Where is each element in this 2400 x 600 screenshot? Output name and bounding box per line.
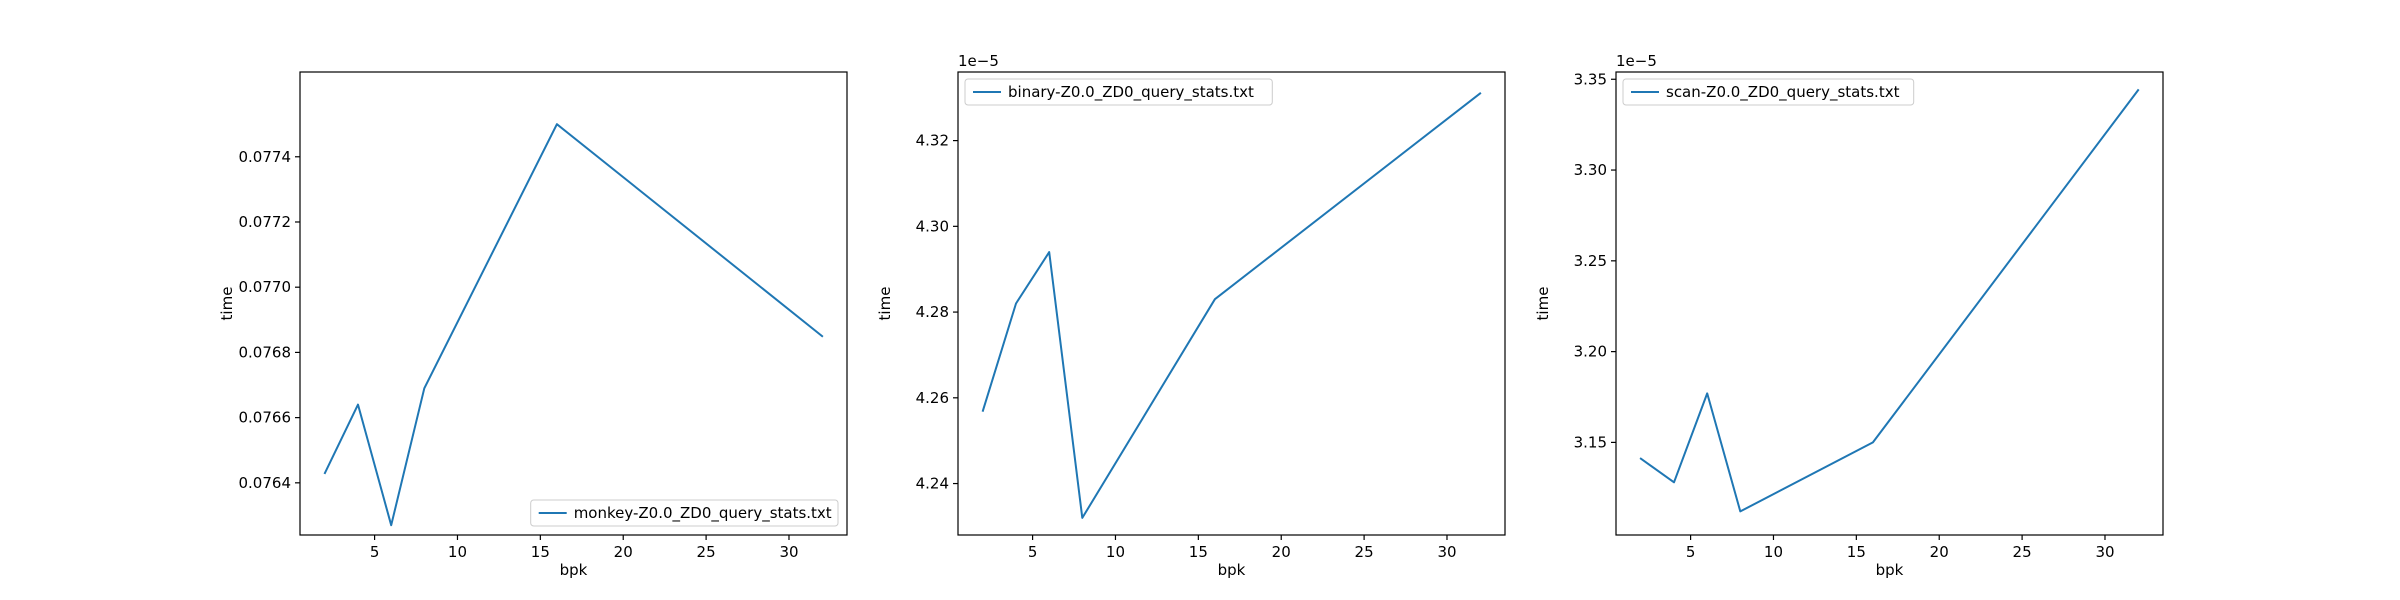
- x-tick-label: 20: [1272, 543, 1291, 561]
- x-tick-label: 5: [1686, 543, 1696, 561]
- y-tick-label: 0.0770: [239, 278, 292, 296]
- x-tick-label: 30: [2095, 543, 2114, 561]
- y-axis-label: time: [218, 287, 236, 321]
- y-tick-label: 4.28: [916, 303, 949, 321]
- subplot-1: 5 10 15 20 25 30 0.0764 0.0766 0.0768 0.0770 0.077…: [218, 71, 848, 579]
- x-axis-label: bpk: [1218, 561, 1246, 579]
- x-axis-label: bpk: [560, 561, 588, 579]
- legend-box: [1622, 78, 1915, 106]
- subplot-2: 5 10 15 20 25 30 4.24 4.26 4.28 4.30 4.32 bpk time 1e…: [876, 52, 1506, 579]
- y-tick-label: 0.0772: [239, 213, 292, 231]
- x-tick-label: 30: [1437, 543, 1456, 561]
- legend-box: [530, 499, 839, 527]
- y-tick-label: 3.15: [1574, 433, 1607, 451]
- legend: scan-Z0.0_ZD0_query_stats.txt: [1622, 78, 1915, 106]
- x-tick-label: 15: [1189, 543, 1208, 561]
- legend: monkey-Z0.0_ZD0_query_stats.txt: [530, 499, 839, 527]
- x-tick-label: 25: [1355, 543, 1374, 561]
- x-tick-label: 10: [1106, 543, 1125, 561]
- x-tick-label: 20: [1930, 543, 1949, 561]
- y-tick-label: 4.24: [916, 475, 949, 493]
- x-tick-label: 25: [2013, 543, 2032, 561]
- plot-frame: [1615, 71, 2164, 536]
- subplot-3: 5 10 15 20 25 30 3.15 3.20 3.25 3.30 3.35 bpk time 1e…: [1534, 52, 2164, 579]
- y-offset-label: 1e−5: [958, 52, 999, 70]
- y-axis-label: time: [1534, 287, 1552, 321]
- y-tick-label: 0.0768: [239, 343, 292, 361]
- y-offset-label: 1e−5: [1616, 52, 1657, 70]
- x-axis-label: bpk: [1876, 561, 1904, 579]
- legend: binary-Z0.0_ZD0_query_stats.txt: [964, 78, 1273, 106]
- series-line-0: [323, 123, 824, 527]
- x-tick-label: 15: [531, 543, 550, 561]
- y-axis-label: time: [876, 287, 894, 321]
- x-tick-label: 25: [697, 543, 716, 561]
- legend-label: scan-Z0.0_ZD0_query_stats.txt: [1666, 83, 1900, 102]
- y-tick-label: 3.35: [1574, 70, 1607, 88]
- x-tick-label: 20: [614, 543, 633, 561]
- y-tick-label: 0.0764: [239, 474, 292, 492]
- legend-label: binary-Z0.0_ZD0_query_stats.txt: [1008, 83, 1254, 102]
- y-tick-label: 3.25: [1574, 252, 1607, 270]
- y-tick-label: 4.30: [916, 217, 949, 235]
- x-tick-label: 30: [779, 543, 798, 561]
- y-tick-label: 3.20: [1574, 343, 1607, 361]
- series-line-0: [1639, 88, 2140, 513]
- plot-frame: [299, 71, 848, 536]
- y-tick-label: 4.32: [916, 132, 949, 150]
- x-tick-label: 10: [1764, 543, 1783, 561]
- x-tick-label: 5: [1028, 543, 1038, 561]
- y-tick-label: 3.30: [1574, 161, 1607, 179]
- plot-frame: [957, 71, 1506, 536]
- x-tick-label: 10: [448, 543, 467, 561]
- x-tick-label: 5: [370, 543, 380, 561]
- x-tick-label: 15: [1847, 543, 1866, 561]
- y-tick-label: 4.26: [916, 389, 949, 407]
- legend-box: [964, 78, 1273, 106]
- series-line-0: [981, 91, 1482, 519]
- y-tick-label: 0.0774: [239, 148, 292, 166]
- y-tick-label: 0.0766: [239, 409, 292, 427]
- legend-label: monkey-Z0.0_ZD0_query_stats.txt: [574, 504, 832, 523]
